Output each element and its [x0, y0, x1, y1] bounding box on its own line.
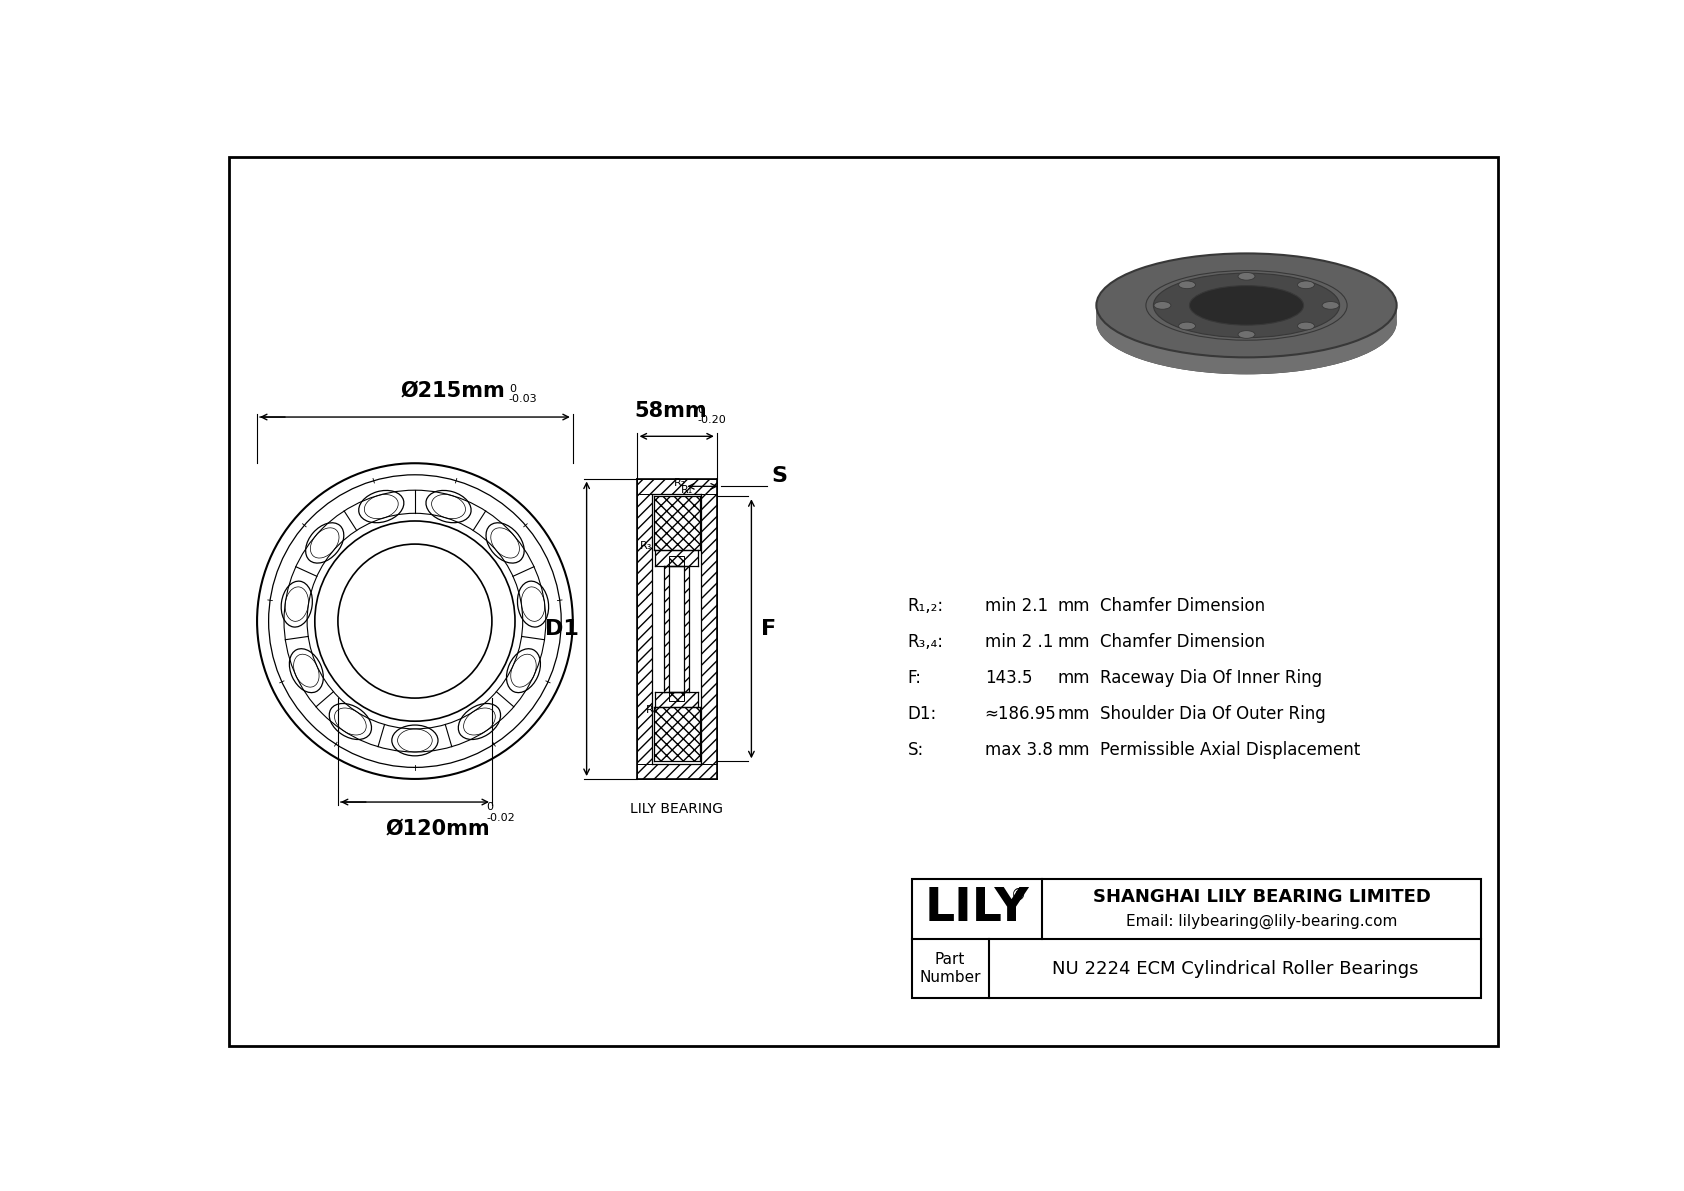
Text: 0: 0: [509, 384, 515, 394]
Polygon shape: [1096, 305, 1396, 374]
Bar: [653, 497, 701, 550]
Text: ≈186.95: ≈186.95: [985, 705, 1056, 723]
Text: mm: mm: [1058, 705, 1090, 723]
Text: -0.03: -0.03: [509, 394, 537, 405]
Text: 143.5: 143.5: [985, 669, 1032, 687]
Text: min 2.1: min 2.1: [985, 597, 1047, 615]
Text: Permissible Axial Displacement: Permissible Axial Displacement: [1100, 742, 1361, 760]
Text: D1:: D1:: [908, 705, 936, 723]
Ellipse shape: [1189, 286, 1303, 325]
Ellipse shape: [1238, 273, 1255, 280]
Text: max 3.8: max 3.8: [985, 742, 1052, 760]
Bar: [652, 494, 701, 763]
Bar: [669, 556, 684, 566]
Text: SHANGHAI LILY BEARING LIMITED: SHANGHAI LILY BEARING LIMITED: [1093, 887, 1431, 905]
Text: mm: mm: [1058, 632, 1090, 650]
Text: S: S: [771, 466, 788, 486]
Text: R₃,₄:: R₃,₄:: [908, 632, 943, 650]
Ellipse shape: [1154, 301, 1170, 310]
Text: R₁,₂:: R₁,₂:: [908, 597, 943, 615]
Bar: [637, 494, 652, 763]
Ellipse shape: [1179, 281, 1196, 288]
Bar: [655, 692, 699, 707]
Text: Part
Number: Part Number: [919, 953, 980, 985]
Text: 58mm: 58mm: [635, 401, 707, 420]
Text: 0: 0: [487, 802, 493, 812]
Text: S:: S:: [908, 742, 925, 760]
Text: -0.02: -0.02: [487, 812, 515, 823]
Bar: [701, 494, 717, 763]
Text: R₄: R₄: [647, 705, 658, 716]
Text: LILY BEARING: LILY BEARING: [630, 802, 722, 816]
Text: Raceway Dia Of Inner Ring: Raceway Dia Of Inner Ring: [1100, 669, 1322, 687]
Bar: [669, 566, 684, 692]
Text: Ø120mm: Ø120mm: [386, 819, 490, 838]
Text: LILY: LILY: [925, 886, 1029, 931]
Text: F:: F:: [908, 669, 921, 687]
Text: R₁: R₁: [682, 485, 694, 494]
Text: NU 2224 ECM Cylindrical Roller Bearings: NU 2224 ECM Cylindrical Roller Bearings: [1052, 960, 1418, 978]
Text: min 2 .1: min 2 .1: [985, 632, 1052, 650]
Text: mm: mm: [1058, 597, 1090, 615]
Text: -0.20: -0.20: [697, 416, 726, 425]
Text: mm: mm: [1058, 669, 1090, 687]
Bar: [665, 566, 689, 692]
Text: ®: ®: [1010, 887, 1026, 903]
Text: Shoulder Dia Of Outer Ring: Shoulder Dia Of Outer Ring: [1100, 705, 1325, 723]
Text: Email: lilybearing@lily-bearing.com: Email: lilybearing@lily-bearing.com: [1127, 913, 1398, 929]
Text: F: F: [761, 619, 776, 638]
Ellipse shape: [1297, 322, 1315, 330]
Text: R₃: R₃: [640, 541, 652, 550]
Text: Ø215mm: Ø215mm: [401, 380, 505, 400]
Bar: [655, 550, 699, 566]
Ellipse shape: [1297, 281, 1315, 288]
Ellipse shape: [1189, 286, 1303, 325]
Text: Chamfer Dimension: Chamfer Dimension: [1100, 597, 1265, 615]
Text: D1: D1: [546, 619, 579, 638]
Bar: [669, 692, 684, 701]
Text: 0: 0: [697, 405, 704, 416]
Text: Chamfer Dimension: Chamfer Dimension: [1100, 632, 1265, 650]
Ellipse shape: [1322, 301, 1339, 310]
Ellipse shape: [1179, 322, 1196, 330]
Ellipse shape: [1096, 270, 1396, 374]
Ellipse shape: [1238, 331, 1255, 338]
Bar: [653, 707, 701, 761]
Bar: [637, 479, 717, 494]
Text: mm: mm: [1058, 742, 1090, 760]
Bar: [637, 763, 717, 779]
Polygon shape: [1096, 254, 1396, 323]
Ellipse shape: [1154, 273, 1339, 337]
Ellipse shape: [1096, 254, 1396, 357]
Text: R₂: R₂: [674, 479, 685, 488]
Bar: [911, 879, 1482, 998]
